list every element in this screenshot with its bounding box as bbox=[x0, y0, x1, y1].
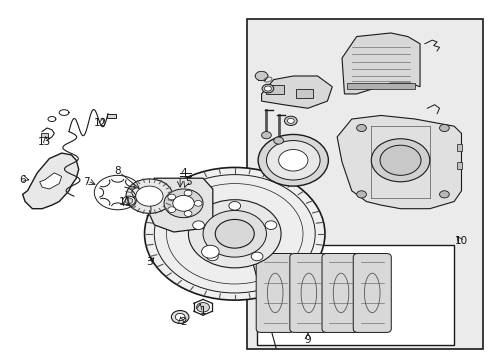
Circle shape bbox=[284, 116, 297, 126]
Text: 13: 13 bbox=[38, 138, 51, 147]
FancyBboxPatch shape bbox=[322, 253, 359, 332]
Circle shape bbox=[184, 190, 192, 196]
Circle shape bbox=[126, 179, 172, 213]
Circle shape bbox=[175, 314, 184, 320]
Circle shape bbox=[370, 139, 429, 182]
FancyBboxPatch shape bbox=[256, 244, 453, 345]
Text: 11: 11 bbox=[118, 197, 131, 207]
Circle shape bbox=[439, 191, 448, 198]
Circle shape bbox=[167, 207, 175, 212]
Circle shape bbox=[278, 149, 307, 171]
Circle shape bbox=[264, 221, 276, 229]
Circle shape bbox=[264, 86, 271, 91]
Text: 7: 7 bbox=[82, 177, 89, 187]
FancyBboxPatch shape bbox=[352, 253, 390, 332]
Polygon shape bbox=[22, 153, 79, 209]
Text: 2: 2 bbox=[180, 317, 186, 327]
Circle shape bbox=[273, 137, 283, 144]
Circle shape bbox=[251, 252, 263, 261]
Bar bbox=[456, 162, 462, 169]
Circle shape bbox=[167, 194, 175, 200]
Circle shape bbox=[262, 84, 273, 93]
Polygon shape bbox=[336, 116, 461, 209]
Polygon shape bbox=[346, 83, 414, 89]
FancyBboxPatch shape bbox=[289, 253, 327, 332]
Circle shape bbox=[192, 221, 204, 229]
FancyBboxPatch shape bbox=[256, 253, 294, 332]
Polygon shape bbox=[144, 178, 212, 232]
Circle shape bbox=[206, 252, 218, 261]
Text: 12: 12 bbox=[94, 118, 107, 128]
Circle shape bbox=[255, 71, 267, 81]
Circle shape bbox=[201, 245, 219, 258]
Bar bbox=[266, 85, 283, 94]
Circle shape bbox=[172, 195, 194, 211]
Circle shape bbox=[163, 189, 203, 218]
Circle shape bbox=[171, 311, 188, 323]
Polygon shape bbox=[261, 76, 331, 108]
Text: 5: 5 bbox=[185, 177, 191, 187]
Circle shape bbox=[136, 186, 163, 206]
Circle shape bbox=[261, 132, 271, 139]
Circle shape bbox=[379, 145, 420, 175]
Polygon shape bbox=[341, 33, 419, 94]
Circle shape bbox=[154, 175, 315, 293]
Circle shape bbox=[194, 201, 202, 206]
Polygon shape bbox=[40, 173, 61, 189]
Circle shape bbox=[258, 134, 328, 186]
Text: 10: 10 bbox=[454, 236, 467, 246]
Circle shape bbox=[144, 167, 325, 300]
Circle shape bbox=[228, 202, 240, 210]
Circle shape bbox=[287, 118, 294, 123]
Circle shape bbox=[196, 302, 209, 312]
Circle shape bbox=[125, 198, 133, 204]
Text: 9: 9 bbox=[304, 334, 310, 345]
Circle shape bbox=[122, 196, 135, 206]
Circle shape bbox=[188, 200, 281, 268]
FancyBboxPatch shape bbox=[246, 19, 483, 348]
Text: 3: 3 bbox=[146, 257, 152, 267]
Circle shape bbox=[203, 211, 266, 257]
Circle shape bbox=[356, 125, 366, 132]
Circle shape bbox=[266, 140, 320, 180]
Text: 4: 4 bbox=[180, 168, 186, 178]
Circle shape bbox=[184, 211, 192, 216]
Circle shape bbox=[439, 125, 448, 132]
Text: 8: 8 bbox=[114, 166, 121, 176]
Bar bbox=[456, 144, 462, 151]
Bar bbox=[107, 114, 116, 118]
Text: 1: 1 bbox=[199, 306, 206, 316]
Circle shape bbox=[356, 191, 366, 198]
Bar bbox=[295, 89, 312, 98]
Text: 6: 6 bbox=[20, 175, 26, 185]
Circle shape bbox=[215, 220, 254, 248]
Bar bbox=[41, 134, 48, 137]
